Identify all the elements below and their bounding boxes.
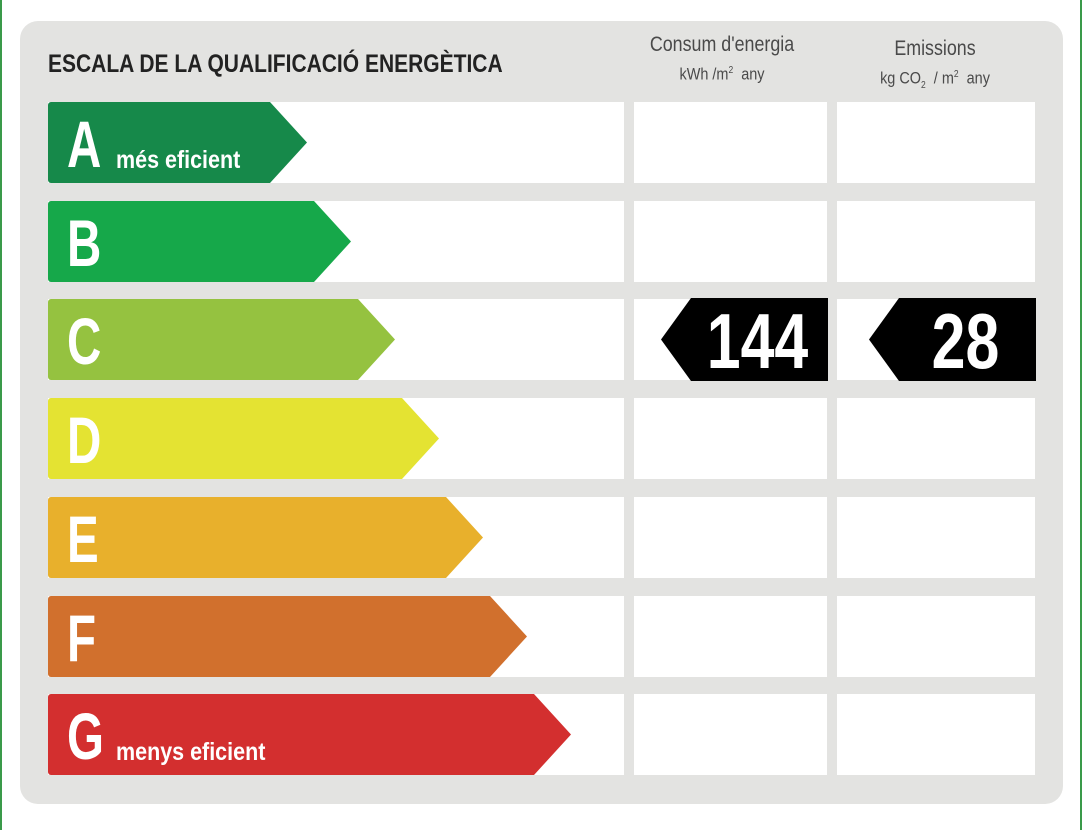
row-f-cell-3 bbox=[837, 596, 1035, 677]
row-g-cell-2 bbox=[634, 694, 827, 775]
rating-caption-a: més eficient bbox=[116, 146, 241, 174]
rating-arrow-b: B bbox=[48, 201, 351, 282]
row-a-cell-2 bbox=[634, 102, 827, 183]
frame-left-border bbox=[0, 0, 2, 830]
energy-consumption-indicator-value: 144 bbox=[706, 297, 809, 385]
row-e-cell-3 bbox=[837, 497, 1035, 578]
row-f-cell-2 bbox=[634, 596, 827, 677]
row-e-cell-2 bbox=[634, 497, 827, 578]
energy-column-title: Consum d'energia bbox=[649, 33, 795, 56]
emissions-indicator-arrow bbox=[869, 298, 1036, 381]
rating-arrow-f: F bbox=[48, 596, 527, 677]
rating-letter-c: C bbox=[67, 304, 102, 378]
row-b-cell-2 bbox=[634, 201, 827, 282]
emissions-indicator-value: 28 bbox=[931, 297, 1000, 385]
rating-letter-b: B bbox=[67, 206, 102, 280]
rating-letter-a: A bbox=[67, 107, 102, 181]
emissions-column-header: Emissions kg CO2 / m2 any bbox=[850, 36, 1020, 99]
rating-caption-g: menys eficient bbox=[116, 738, 266, 766]
energy-consumption-indicator-shape bbox=[661, 298, 828, 381]
energy-consumption-indicator-arrow bbox=[661, 298, 828, 381]
row-a-cell-3 bbox=[837, 102, 1035, 183]
emissions-indicator-shape bbox=[869, 298, 1036, 381]
row-g-cell-3 bbox=[837, 694, 1035, 775]
emissions-column-unit: kg CO2 / m2 any bbox=[880, 68, 990, 92]
emissions-column-title: Emissions bbox=[894, 37, 976, 60]
rating-letter-g: G bbox=[67, 699, 104, 773]
emissions-indicator: 28 bbox=[869, 297, 1036, 385]
row-d-cell-2 bbox=[634, 398, 827, 479]
scale-title: ESCALA DE LA QUALIFICACIÓ ENERGÈTICA bbox=[48, 50, 503, 78]
rating-letter-f: F bbox=[67, 601, 97, 675]
rating-letter-d: D bbox=[67, 403, 102, 477]
energy-consumption-indicator: 144 bbox=[661, 297, 828, 385]
rating-arrow-d: D bbox=[48, 398, 439, 479]
rating-arrow-c: C bbox=[48, 299, 395, 380]
row-b-cell-3 bbox=[837, 201, 1035, 282]
energy-column-header: Consum d'energia kWh /m2 any bbox=[646, 32, 799, 88]
frame-right-border bbox=[1080, 0, 1082, 830]
energy-column-unit: kWh /m2 any bbox=[679, 64, 765, 84]
rating-arrow-e: E bbox=[48, 497, 483, 578]
rating-letter-e: E bbox=[67, 502, 99, 576]
row-d-cell-3 bbox=[837, 398, 1035, 479]
